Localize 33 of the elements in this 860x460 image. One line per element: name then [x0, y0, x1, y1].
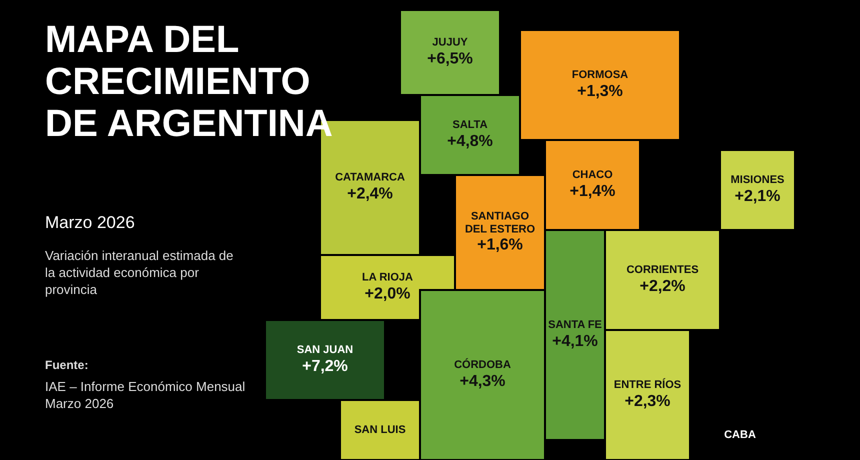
category-label: LA RIOJA — [362, 272, 414, 284]
data-label: +1,3% — [577, 83, 623, 100]
data-label: +1,6% — [477, 236, 523, 254]
category-label: SALTA — [452, 119, 488, 131]
text: IAE – Informe Económico Mensual Marzo 2026 — [45, 379, 246, 411]
text: MAPA DEL CRECIMIENTO DE ARGENTINA — [45, 19, 333, 145]
data-label: +6,5% — [427, 50, 473, 68]
data-label: +7,2% — [302, 358, 348, 375]
category-label: MISIONES — [730, 174, 784, 186]
source-note: Fuente: — [45, 358, 88, 372]
data-label: +4,8% — [447, 133, 493, 150]
text: Variación interanual estimada de la actividad económica por provincia — [45, 248, 234, 297]
category-label: CATAMARCA — [335, 172, 405, 184]
category-label: CÓRDOBA — [454, 358, 511, 371]
category-label: CHACO — [572, 169, 614, 181]
data-label: +2,3% — [624, 393, 670, 410]
data-label: +2,4% — [347, 186, 393, 202]
data-label: +4,3% — [460, 373, 506, 390]
data-label: +2,1% — [734, 188, 780, 205]
category-label: ENTRE RÍOS — [614, 378, 682, 391]
category-label: SAN JUAN — [296, 344, 354, 356]
category-label: SANTIAGO DEL ESTERO — [464, 210, 536, 236]
category-label: CORRIENTES — [626, 264, 699, 276]
category-label: FORMOSA — [572, 69, 628, 81]
category-label: JUJUY — [432, 36, 468, 48]
category-label: SANTA FE — [548, 319, 602, 331]
category-label: SAN LUIS — [354, 424, 406, 436]
category-label: CABA — [724, 429, 756, 441]
data-label: +1,4% — [570, 183, 616, 200]
text: Marzo 2026 — [45, 213, 135, 232]
data-label: +2,0% — [364, 286, 410, 302]
data-label: +2,2% — [640, 278, 686, 295]
data-label: +4,1% — [552, 333, 598, 350]
